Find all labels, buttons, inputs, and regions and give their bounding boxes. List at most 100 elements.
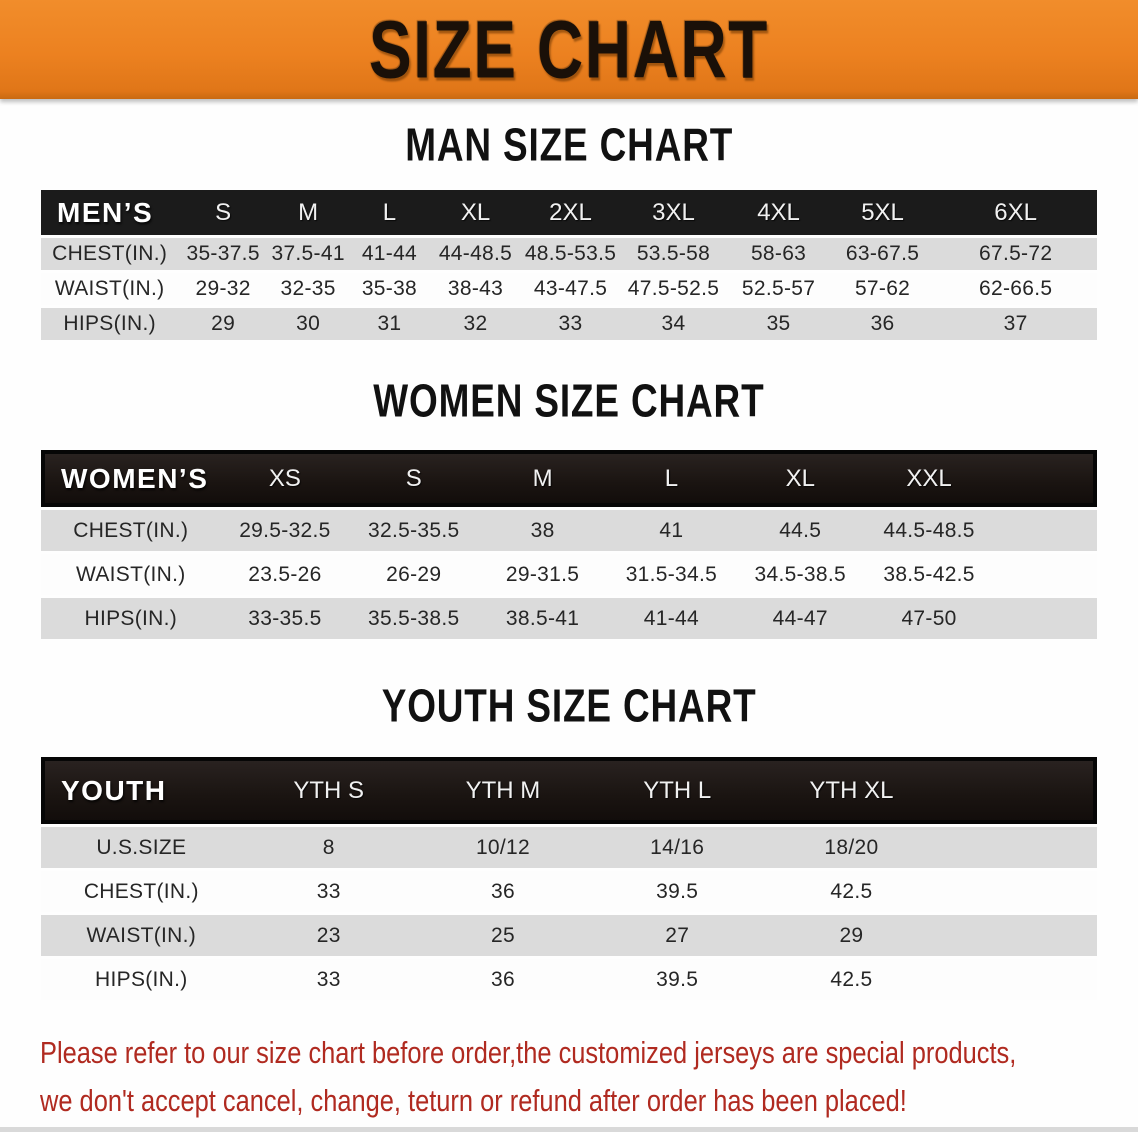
row-label: CHEST(IN.) [52,242,168,265]
column-header: M [478,450,607,507]
row-label: WAIST(IN.) [54,277,165,300]
size-value: 42.5 [830,879,873,903]
youth-size-table: YOUTH YTH S YTH M YTH L YTH XL U.S.SIZE 8 10/12… [41,754,1097,1003]
mens-size-table: MEN’S S M L XL 2XL 3XL 4XL 5XL 6XL CHEST(IN.) 35-37… [41,187,1097,343]
size-value: 23.5-26 [248,562,322,586]
header-spacer-cell [938,757,1097,824]
section-title-women: WOMEN SIZE CHART [373,375,765,428]
table-row: CHEST(IN.) 35-37.5 37.5-41 41-44 44-48.5 48.5… [41,238,1097,270]
size-value: 47-50 [901,606,957,630]
column-header: 5XL [830,190,935,235]
row-spacer-cell [993,510,1097,551]
size-value: 8 [322,835,335,859]
column-header: L [607,450,736,507]
size-value: 32 [463,312,488,335]
table-group-label: MEN’S [41,190,179,235]
size-value: 38 [530,518,555,542]
header-spacer-cell [993,450,1097,507]
row-spacer-cell [939,915,1097,956]
table-row: WAIST(IN.) 23.5-26 26-29 29-31.5 31.5-34.5 34… [41,554,1097,595]
row-label: CHEST(IN.) [73,518,189,542]
row-label: HIPS(IN.) [95,967,188,991]
size-value: 33 [316,967,341,991]
size-value: 62-66.5 [978,277,1053,300]
bottom-edge-line [0,1127,1138,1132]
row-spacer-cell [939,959,1097,1000]
size-value: 37.5-41 [271,242,345,265]
row-spacer-cell [993,554,1097,595]
size-value: 42.5 [830,967,873,991]
size-value: 34.5-38.5 [754,562,846,586]
table-group-label: YOUTH [41,757,242,824]
column-header: 2XL [520,190,621,235]
section-title-man: MAN SIZE CHART [405,119,733,172]
womens-size-table: WOMEN’S XS S M L XL XXL CHEST(IN.) 29.5-32.5 32.5… [41,447,1097,642]
row-label: U.S.SIZE [96,835,187,859]
column-header: M [268,190,349,235]
size-value: 43-47.5 [533,277,608,300]
size-value: 58-63 [750,242,807,265]
table-header-row: MEN’S S M L XL 2XL 3XL 4XL 5XL 6XL [41,190,1097,235]
size-value: 36 [870,312,895,335]
table-header-row: WOMEN’S XS S M L XL XXL [41,450,1097,507]
column-header: XS [220,450,350,507]
row-label: WAIST(IN.) [86,923,197,947]
size-value: 18/20 [824,835,879,859]
row-label: WAIST(IN.) [75,562,186,586]
size-value: 35 [766,312,791,335]
table-row: HIPS(IN.) 29 30 31 32 33 34 35 36 37 [41,308,1097,340]
size-value: 33 [558,312,583,335]
table-row: U.S.SIZE 8 10/12 14/16 18/20 [41,827,1097,868]
size-value: 36 [490,879,515,903]
size-value: 14/16 [650,835,705,859]
size-value: 38.5-41 [505,606,580,630]
size-value: 44.5-48.5 [883,518,975,542]
size-value: 44-47 [772,606,828,630]
size-value: 26-29 [386,562,442,586]
size-value: 39.5 [656,879,699,903]
size-chart-banner: SIZE CHART [0,0,1138,99]
size-value: 41 [659,518,684,542]
column-header: L [348,190,431,235]
row-spacer-cell [939,827,1097,868]
size-value: 31.5-34.5 [625,562,718,586]
size-value: 32-35 [280,277,336,300]
table-row: HIPS(IN.) 33 36 39.5 42.5 [41,959,1097,1000]
column-header: S [178,190,269,235]
size-value: 35-38 [361,277,418,300]
youth-size-table-wrap: YOUTH YTH S YTH M YTH L YTH XL U.S.SIZE 8 10/12… [0,754,1138,1003]
column-header: YTH L [590,757,765,824]
size-value: 32.5-35.5 [368,518,460,542]
column-header: 6XL [934,190,1097,235]
table-row: CHEST(IN.) 33 36 39.5 42.5 [41,871,1097,912]
table-row: WAIST(IN.) 23 25 27 29 [41,915,1097,956]
size-value: 52.5-57 [741,277,816,300]
row-label: HIPS(IN.) [63,312,156,335]
size-value: 34 [661,312,686,335]
size-value: 10/12 [475,835,530,859]
size-value: 38-43 [447,277,504,300]
size-value: 29-31.5 [505,562,580,586]
section-title-youth: YOUTH SIZE CHART [381,680,757,733]
table-row: CHEST(IN.) 29.5-32.5 32.5-35.5 38 41 44.5 44.5… [41,510,1097,551]
size-value: 39.5 [656,967,699,991]
size-value: 41-44 [643,606,700,630]
row-spacer-cell [993,598,1097,639]
size-value: 38.5-42.5 [883,562,975,586]
column-header: 4XL [726,190,831,235]
size-value: 23 [316,923,341,947]
size-value: 29-32 [195,277,251,300]
size-value: 37 [1003,312,1028,335]
mens-size-table-wrap: MEN’S S M L XL 2XL 3XL 4XL 5XL 6XL CHEST(IN.) 35-37… [0,187,1138,343]
size-value: 31 [377,312,402,335]
size-value: 36 [490,967,515,991]
row-label: HIPS(IN.) [84,606,178,630]
column-header: XL [735,450,865,507]
column-header: YTH XL [764,757,939,824]
size-value: 33-35.5 [248,606,322,630]
disclaimer-line-2: we don't accept cancel, change, teturn o… [40,1083,907,1118]
size-value: 47.5-52.5 [627,277,720,300]
size-value: 30 [296,312,321,335]
size-value: 57-62 [854,277,911,300]
size-value: 25 [490,923,515,947]
